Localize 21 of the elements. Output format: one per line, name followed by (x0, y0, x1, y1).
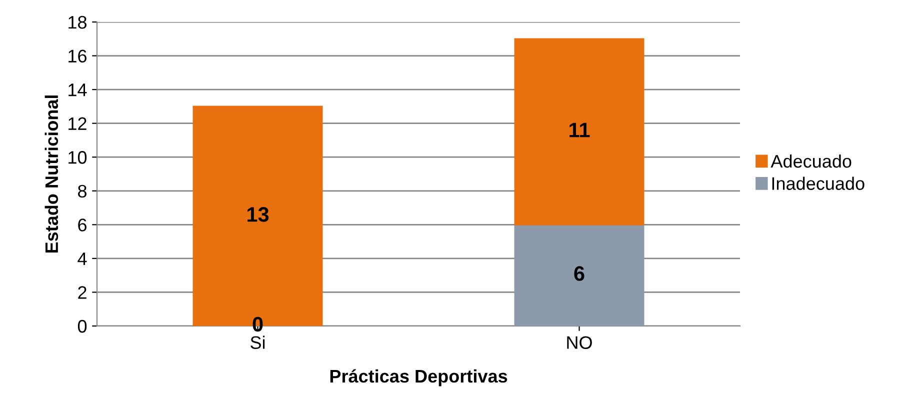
y-tick-label: 6 (78, 218, 86, 232)
data-label: 13 (247, 207, 269, 222)
x-tick-label: NO (567, 336, 592, 349)
y-tick-label: 0 (78, 320, 87, 333)
bar (514, 38, 644, 226)
y-tick-label: 4 (78, 252, 87, 265)
x-axis-title: Prácticas Deportivas (330, 369, 508, 386)
y-axis-title: Estado Nutricional (44, 96, 58, 253)
data-label: 6 (574, 266, 584, 281)
legend-label: Adecuado (770, 154, 852, 168)
x-tick-label: Si (250, 336, 265, 349)
y-tick-label: 2 (78, 286, 86, 299)
y-tick-label: 14 (68, 84, 87, 96)
y-tick-label: 12 (68, 117, 86, 130)
y-tick-label: 8 (78, 184, 86, 198)
y-tick-label: 10 (68, 151, 87, 164)
data-label: 11 (570, 122, 590, 138)
bar (514, 224, 644, 326)
legend-label: Inadecuado (772, 176, 864, 190)
y-tick-label: 18 (68, 16, 86, 29)
y-tick-label: 16 (68, 50, 86, 62)
